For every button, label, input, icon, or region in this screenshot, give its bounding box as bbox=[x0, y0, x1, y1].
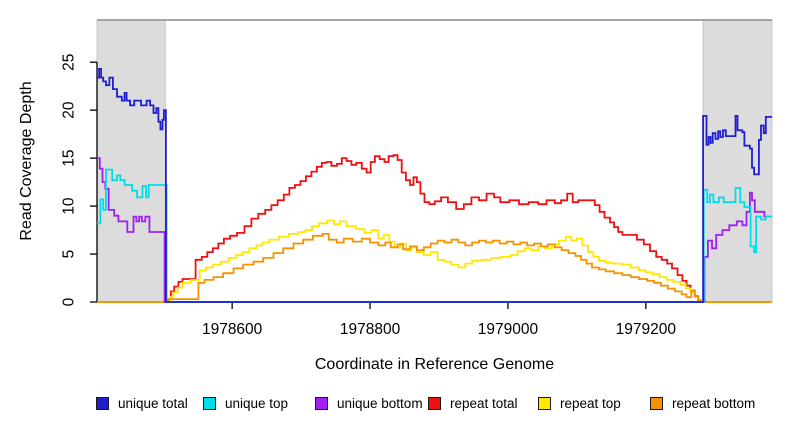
svg-text:1978800: 1978800 bbox=[340, 321, 401, 338]
svg-text:1979000: 1979000 bbox=[478, 321, 539, 338]
legend-item-repeat-total: repeat total bbox=[428, 394, 518, 412]
legend-item-repeat-top: repeat top bbox=[538, 394, 621, 412]
svg-text:15: 15 bbox=[61, 149, 78, 166]
y-axis-title: Read Coverage Depth bbox=[18, 81, 35, 241]
repeat-top-swatch-icon bbox=[538, 396, 551, 410]
svg-text:5: 5 bbox=[61, 250, 78, 259]
legend-item-unique-top: unique top bbox=[203, 394, 288, 412]
svg-text:10: 10 bbox=[61, 197, 78, 215]
legend-item-unique-bottom: unique bottom bbox=[315, 394, 423, 412]
repeat-bottom-swatch-icon bbox=[650, 396, 663, 410]
legend-item-unique-total: unique total bbox=[96, 394, 188, 412]
legend: unique total unique top unique bottom re… bbox=[0, 394, 792, 416]
legend-label: repeat bottom bbox=[672, 395, 756, 411]
x-axis-title: Coordinate in Reference Genome bbox=[314, 356, 555, 373]
legend-label: repeat total bbox=[450, 395, 518, 411]
svg-text:0: 0 bbox=[61, 297, 78, 306]
legend-label: unique top bbox=[225, 395, 289, 411]
svg-text:1979200: 1979200 bbox=[616, 321, 677, 338]
svg-text:25: 25 bbox=[61, 54, 78, 71]
legend-label: repeat top bbox=[560, 395, 621, 411]
legend-item-repeat-bottom: repeat bottom bbox=[650, 394, 755, 412]
legend-label: unique total bbox=[118, 395, 188, 411]
unique-total-swatch-icon bbox=[96, 396, 109, 410]
repeat-total-swatch-icon bbox=[428, 396, 441, 410]
unique-bottom-swatch-icon bbox=[315, 396, 328, 410]
svg-text:1978600: 1978600 bbox=[202, 321, 263, 338]
svg-text:20: 20 bbox=[61, 101, 78, 119]
unique-top-swatch-icon bbox=[203, 396, 216, 410]
legend-label: unique bottom bbox=[337, 395, 423, 411]
